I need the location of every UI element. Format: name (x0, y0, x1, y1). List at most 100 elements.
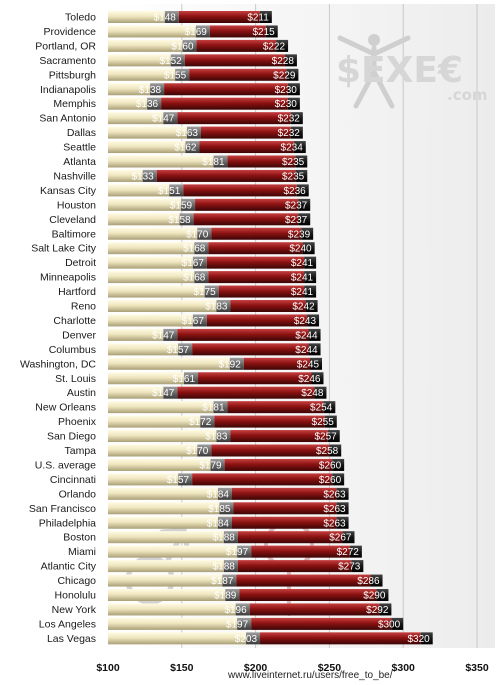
bar-low-end (175, 68, 190, 81)
bar-high (198, 372, 312, 385)
data-label-high: $241 (291, 287, 314, 298)
bar-low-end (192, 314, 207, 327)
data-label-high: $292 (366, 605, 389, 616)
category-label: Memphis (53, 98, 96, 110)
data-label-low: $168 (183, 273, 206, 284)
data-label-high: $290 (363, 591, 386, 602)
bar-high (184, 54, 285, 67)
bar-low-end (163, 112, 178, 125)
data-label-low: $175 (193, 287, 216, 298)
data-label-low: $162 (174, 143, 197, 154)
bar-low-end (192, 256, 207, 269)
data-label-low: $172 (189, 417, 212, 428)
bar-high-end (296, 184, 309, 197)
bar-high-end (301, 227, 314, 240)
bar-high (177, 328, 309, 341)
bar-high-end (342, 531, 355, 544)
data-label-high: $258 (316, 446, 339, 457)
data-label-high: $230 (275, 85, 298, 96)
x-tick-label: $300 (392, 662, 416, 674)
bar-high (192, 473, 333, 486)
bar-low (108, 83, 151, 96)
bar-low-end (178, 343, 193, 356)
bar-low-end (195, 25, 210, 38)
bar-low (108, 444, 198, 457)
bar-low-end (204, 285, 219, 298)
data-label-high: $267 (329, 533, 352, 544)
category-label: Salt Lake City (31, 243, 97, 255)
data-label-high: $239 (288, 229, 311, 240)
bar-high-end (379, 603, 392, 616)
bar-high (177, 386, 315, 399)
category-label: Seattle (63, 142, 96, 154)
bar-low (108, 473, 179, 486)
data-label-low: $188 (213, 533, 236, 544)
data-label-high: $228 (272, 56, 295, 67)
bar-low-end (164, 11, 179, 23)
bar-low (108, 487, 218, 500)
bar-low (108, 227, 198, 240)
data-label-high: $242 (292, 302, 315, 313)
bar-low-end (150, 83, 165, 96)
bar-high-end (349, 545, 362, 558)
data-label-high: $263 (323, 518, 346, 529)
bar-low (108, 357, 230, 370)
bar-high (206, 314, 308, 327)
bar-high-end (370, 574, 383, 587)
category-label: Dallas (67, 127, 96, 139)
data-label-high: $246 (298, 374, 321, 385)
bar-high (251, 545, 350, 558)
data-label-low: $138 (139, 85, 162, 96)
data-label-high: $232 (278, 128, 301, 139)
bar-low-end (237, 545, 252, 558)
bar-low-end (246, 632, 261, 645)
data-label-high: $241 (291, 273, 314, 284)
data-label-high: $260 (319, 460, 342, 471)
data-label-high: $235 (282, 171, 305, 182)
data-label-high: $215 (252, 27, 275, 38)
data-label-low: $157 (167, 475, 190, 486)
data-label-low: $181 (202, 157, 225, 168)
category-label: Los Angeles (39, 618, 96, 630)
bar-low (108, 328, 164, 341)
category-label: Atlanta (63, 156, 96, 168)
bar-high-end (290, 126, 303, 139)
category-label: Baltimore (52, 228, 97, 240)
category-label: Providence (43, 26, 96, 38)
bar-low-end (213, 401, 228, 414)
bar-high-end (336, 516, 349, 529)
data-label-low: $170 (186, 229, 209, 240)
category-label: San Francisco (29, 503, 96, 515)
data-label-high: $257 (314, 432, 337, 443)
bar-low (108, 401, 214, 414)
data-label-low: $155 (164, 70, 187, 81)
category-label: Kansas City (40, 185, 97, 197)
bar-high-end (420, 632, 433, 645)
bar-high-end (276, 39, 289, 52)
data-label-low: $133 (131, 171, 154, 182)
bar-high (208, 242, 303, 255)
category-label: Philadelphia (39, 517, 96, 529)
bar-high (236, 574, 371, 587)
bar-high-end (351, 560, 364, 573)
source-url[interactable]: www.liveinternet.ru/users/free_to_be/ (227, 670, 393, 681)
bar-low (108, 68, 176, 81)
bar-low-end (197, 227, 212, 240)
x-tick-label: $200 (244, 662, 268, 674)
category-label: Austin (67, 387, 96, 399)
bar-low (108, 97, 148, 110)
data-label-low: $179 (199, 460, 222, 471)
bar-high-end (307, 314, 320, 327)
bar-low (108, 11, 165, 23)
bar-low (108, 603, 236, 616)
data-label-low: $159 (170, 200, 193, 211)
bar-high (200, 126, 291, 139)
bar-low-end (219, 502, 234, 515)
bar-high (251, 617, 392, 630)
bar-low-end (185, 141, 200, 154)
bar-high (164, 83, 288, 96)
bar-high (233, 502, 337, 515)
category-label: Denver (62, 329, 96, 341)
bar-low (108, 386, 164, 399)
bar-high-end (284, 54, 297, 67)
